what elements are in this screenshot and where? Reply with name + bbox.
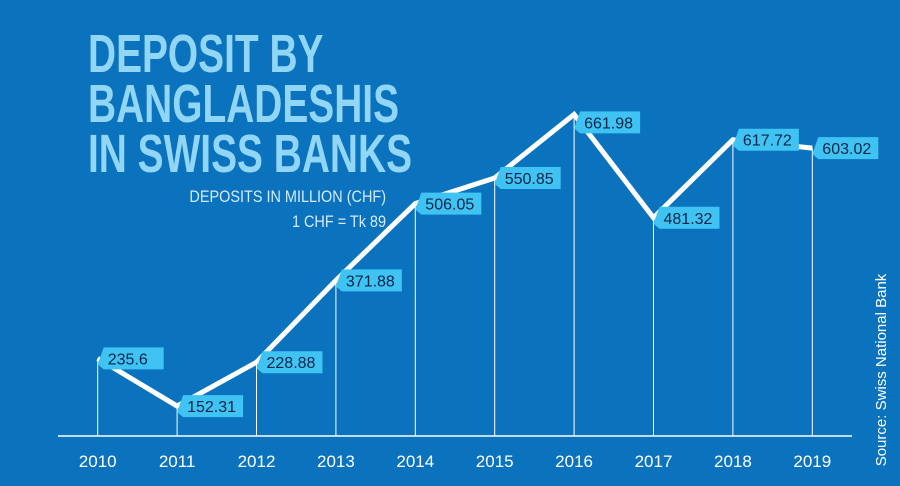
source: Source: Swiss National Bank	[873, 273, 890, 466]
value-label-text: 506.05	[425, 197, 474, 214]
value-label: 603.02	[812, 137, 879, 160]
label-box	[177, 395, 244, 418]
chart-title: DEPOSIT BY	[88, 23, 323, 84]
value-label: 617.72	[732, 128, 799, 151]
chart-title: BANGLADESHIS	[88, 73, 399, 134]
subtitle: 1 CHF = Tk 89	[292, 213, 386, 231]
value-label-text: 661.98	[584, 115, 633, 132]
value-label-text: 228.88	[267, 355, 316, 372]
x-tick-label: 2014	[396, 452, 434, 471]
value-label-text: 550.85	[505, 171, 554, 188]
x-tick-label: 2013	[317, 452, 355, 471]
value-label: 661.98	[574, 111, 641, 134]
label-box	[335, 269, 402, 292]
value-label-text: 235.6	[108, 351, 148, 368]
label-box	[732, 128, 799, 151]
label-box	[653, 206, 720, 229]
value-label: 228.88	[256, 351, 323, 374]
value-label: 506.05	[415, 192, 482, 215]
value-label-text: 617.72	[743, 133, 792, 150]
value-label: 550.85	[494, 166, 561, 189]
value-label: 481.32	[653, 206, 720, 229]
x-tick-label: 2011	[159, 452, 196, 471]
label-box	[494, 166, 561, 189]
x-tick-label: 2019	[793, 452, 831, 471]
x-tick-label: 2016	[555, 452, 593, 471]
label-box	[415, 192, 482, 215]
x-tick-label: 2010	[79, 452, 117, 471]
value-label-text: 152.31	[187, 399, 236, 416]
value-label-text: 603.02	[822, 141, 871, 158]
chart-title: IN SWISS BANKS	[88, 123, 412, 184]
subtitle: DEPOSITS IN MILLION (CHF)	[189, 188, 386, 206]
x-tick-label: 2017	[635, 452, 673, 471]
value-label-text: 371.88	[346, 273, 395, 290]
label-box	[574, 111, 641, 134]
data-line	[96, 110, 813, 409]
value-label: 371.88	[335, 269, 402, 292]
label-box	[97, 347, 164, 370]
x-tick-label: 2015	[476, 452, 514, 471]
value-label: 235.6	[97, 347, 164, 370]
x-tick-label: 2018	[714, 452, 752, 471]
label-box	[812, 137, 879, 160]
value-label-text: 481.32	[664, 211, 713, 228]
label-box	[256, 351, 323, 374]
value-label: 152.31	[177, 395, 244, 418]
x-tick-label: 2012	[238, 452, 276, 471]
